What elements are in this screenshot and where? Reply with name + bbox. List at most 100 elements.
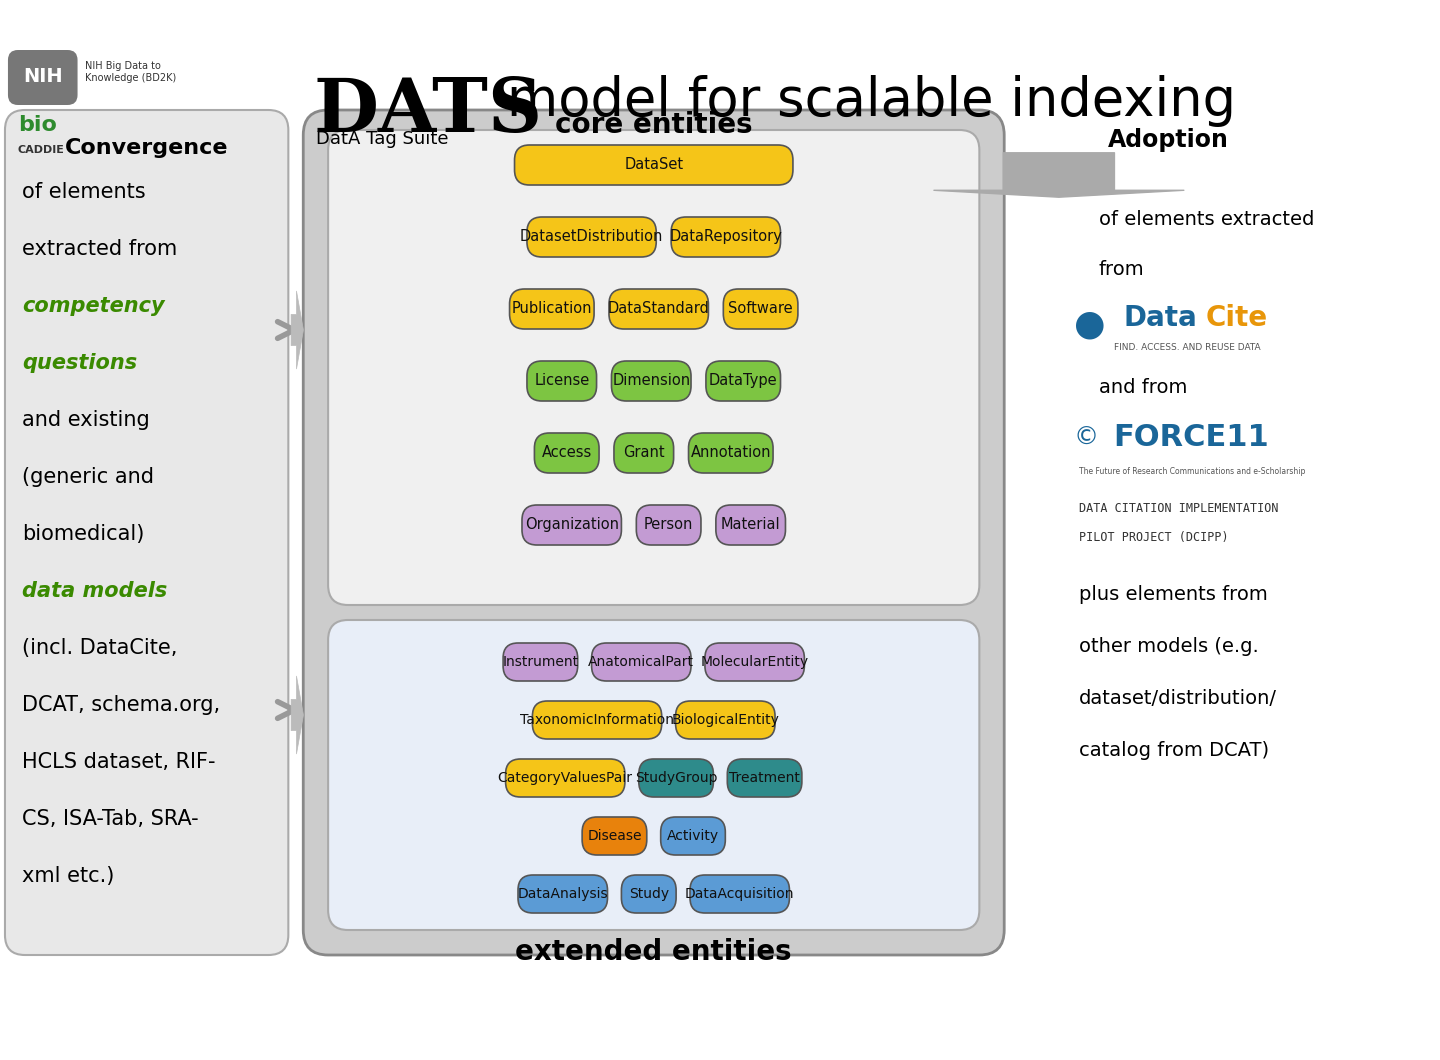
FancyBboxPatch shape xyxy=(688,432,773,473)
Text: extracted from: extracted from xyxy=(22,238,177,259)
FancyBboxPatch shape xyxy=(675,701,775,739)
Text: NIH: NIH xyxy=(23,68,62,87)
Text: CS, ISA-Tab, SRA-: CS, ISA-Tab, SRA- xyxy=(22,809,199,829)
Text: HCLS dataset, RIF-: HCLS dataset, RIF- xyxy=(22,752,216,772)
FancyBboxPatch shape xyxy=(706,643,805,681)
FancyBboxPatch shape xyxy=(723,289,798,329)
Text: CADDIE: CADDIE xyxy=(17,145,65,155)
Text: data models: data models xyxy=(22,581,167,601)
Text: competency: competency xyxy=(22,296,164,316)
Text: NIH Big Data to
Knowledge (BD2K): NIH Big Data to Knowledge (BD2K) xyxy=(85,61,176,83)
FancyBboxPatch shape xyxy=(503,643,577,681)
Text: core entities: core entities xyxy=(554,111,753,139)
Text: Access: Access xyxy=(541,445,592,460)
Text: other models (e.g.: other models (e.g. xyxy=(1079,637,1259,656)
Text: License: License xyxy=(534,373,589,389)
FancyBboxPatch shape xyxy=(612,361,691,401)
Text: Instrument: Instrument xyxy=(503,655,579,669)
Text: DataType: DataType xyxy=(708,373,778,389)
FancyBboxPatch shape xyxy=(613,432,674,473)
Text: The Future of Research Communications and e-Scholarship: The Future of Research Communications an… xyxy=(1079,467,1305,477)
Text: Organization: Organization xyxy=(524,517,619,532)
FancyBboxPatch shape xyxy=(727,759,802,797)
Text: Grant: Grant xyxy=(624,445,665,460)
FancyBboxPatch shape xyxy=(622,874,677,913)
Text: Activity: Activity xyxy=(667,829,719,843)
Text: StudyGroup: StudyGroup xyxy=(635,771,717,785)
FancyBboxPatch shape xyxy=(514,145,793,185)
Text: and existing: and existing xyxy=(22,410,150,430)
Text: catalog from DCAT): catalog from DCAT) xyxy=(1079,742,1269,760)
FancyBboxPatch shape xyxy=(9,50,78,105)
FancyBboxPatch shape xyxy=(518,874,608,913)
Text: Convergence: Convergence xyxy=(65,138,229,158)
FancyBboxPatch shape xyxy=(671,217,780,257)
Text: Annotation: Annotation xyxy=(691,445,770,460)
Text: of elements extracted: of elements extracted xyxy=(1099,211,1315,230)
FancyBboxPatch shape xyxy=(527,217,657,257)
Text: FIND. ACCESS. AND REUSE DATA: FIND. ACCESS. AND REUSE DATA xyxy=(1113,343,1260,353)
Text: ●: ● xyxy=(1074,308,1106,342)
FancyBboxPatch shape xyxy=(328,620,979,930)
Text: DatasetDistribution: DatasetDistribution xyxy=(520,230,664,245)
Text: Software: Software xyxy=(729,301,793,317)
Text: Publication: Publication xyxy=(511,301,592,317)
Text: FORCE11: FORCE11 xyxy=(1113,424,1269,453)
Text: DATS: DATS xyxy=(312,75,543,148)
FancyBboxPatch shape xyxy=(510,289,595,329)
Text: dataset/distribution/: dataset/distribution/ xyxy=(1079,689,1277,708)
FancyBboxPatch shape xyxy=(521,505,622,545)
Text: (incl. DataCite,: (incl. DataCite, xyxy=(22,638,177,658)
Text: Treatment: Treatment xyxy=(729,771,801,785)
FancyBboxPatch shape xyxy=(592,643,691,681)
FancyBboxPatch shape xyxy=(527,361,596,401)
Text: Dimension: Dimension xyxy=(612,373,690,389)
Text: Cite: Cite xyxy=(1207,304,1269,332)
Text: TaxonomicInformation: TaxonomicInformation xyxy=(520,713,674,727)
FancyBboxPatch shape xyxy=(636,505,701,545)
FancyBboxPatch shape xyxy=(609,289,708,329)
FancyBboxPatch shape xyxy=(533,701,662,739)
Text: Data: Data xyxy=(1123,304,1197,332)
Text: CategoryValuesPair: CategoryValuesPair xyxy=(498,771,632,785)
Text: Study: Study xyxy=(629,887,668,901)
Text: questions: questions xyxy=(22,353,137,373)
Text: Person: Person xyxy=(644,517,693,532)
Text: DataAcquisition: DataAcquisition xyxy=(685,887,795,901)
Text: (generic and: (generic and xyxy=(22,467,154,487)
Text: BiologicalEntity: BiologicalEntity xyxy=(671,713,779,727)
Text: from: from xyxy=(1099,261,1145,280)
FancyBboxPatch shape xyxy=(582,817,647,855)
FancyBboxPatch shape xyxy=(639,759,713,797)
Text: AnatomicalPart: AnatomicalPart xyxy=(589,655,694,669)
Text: DataStandard: DataStandard xyxy=(608,301,710,317)
Text: DataSet: DataSet xyxy=(624,158,684,173)
Text: DataRepository: DataRepository xyxy=(670,230,782,245)
FancyBboxPatch shape xyxy=(690,874,789,913)
Text: Material: Material xyxy=(721,517,780,532)
Text: Disease: Disease xyxy=(588,829,642,843)
FancyBboxPatch shape xyxy=(304,110,1004,955)
FancyBboxPatch shape xyxy=(661,817,726,855)
Text: ©: © xyxy=(1074,426,1099,450)
FancyBboxPatch shape xyxy=(706,361,780,401)
Text: biomedical): biomedical) xyxy=(22,524,144,544)
Text: DATA CITATION IMPLEMENTATION: DATA CITATION IMPLEMENTATION xyxy=(1079,501,1279,514)
Text: extended entities: extended entities xyxy=(516,938,792,966)
Text: PILOT PROJECT (DCIPP): PILOT PROJECT (DCIPP) xyxy=(1079,531,1228,545)
FancyBboxPatch shape xyxy=(328,130,979,605)
FancyBboxPatch shape xyxy=(4,110,288,955)
FancyBboxPatch shape xyxy=(534,432,599,473)
Text: DatA Tag Suite: DatA Tag Suite xyxy=(317,130,449,148)
Text: DataAnalysis: DataAnalysis xyxy=(517,887,608,901)
Text: bio: bio xyxy=(17,114,56,135)
Text: DCAT, schema.org,: DCAT, schema.org, xyxy=(22,695,220,716)
FancyBboxPatch shape xyxy=(716,505,785,545)
Text: xml etc.): xml etc.) xyxy=(22,866,114,886)
Text: and from: and from xyxy=(1099,378,1187,398)
Text: Adoption: Adoption xyxy=(1107,128,1228,152)
Text: plus elements from: plus elements from xyxy=(1079,585,1267,604)
Text: model for scalable indexing: model for scalable indexing xyxy=(507,75,1236,127)
Text: MolecularEntity: MolecularEntity xyxy=(701,655,809,669)
FancyBboxPatch shape xyxy=(505,759,625,797)
